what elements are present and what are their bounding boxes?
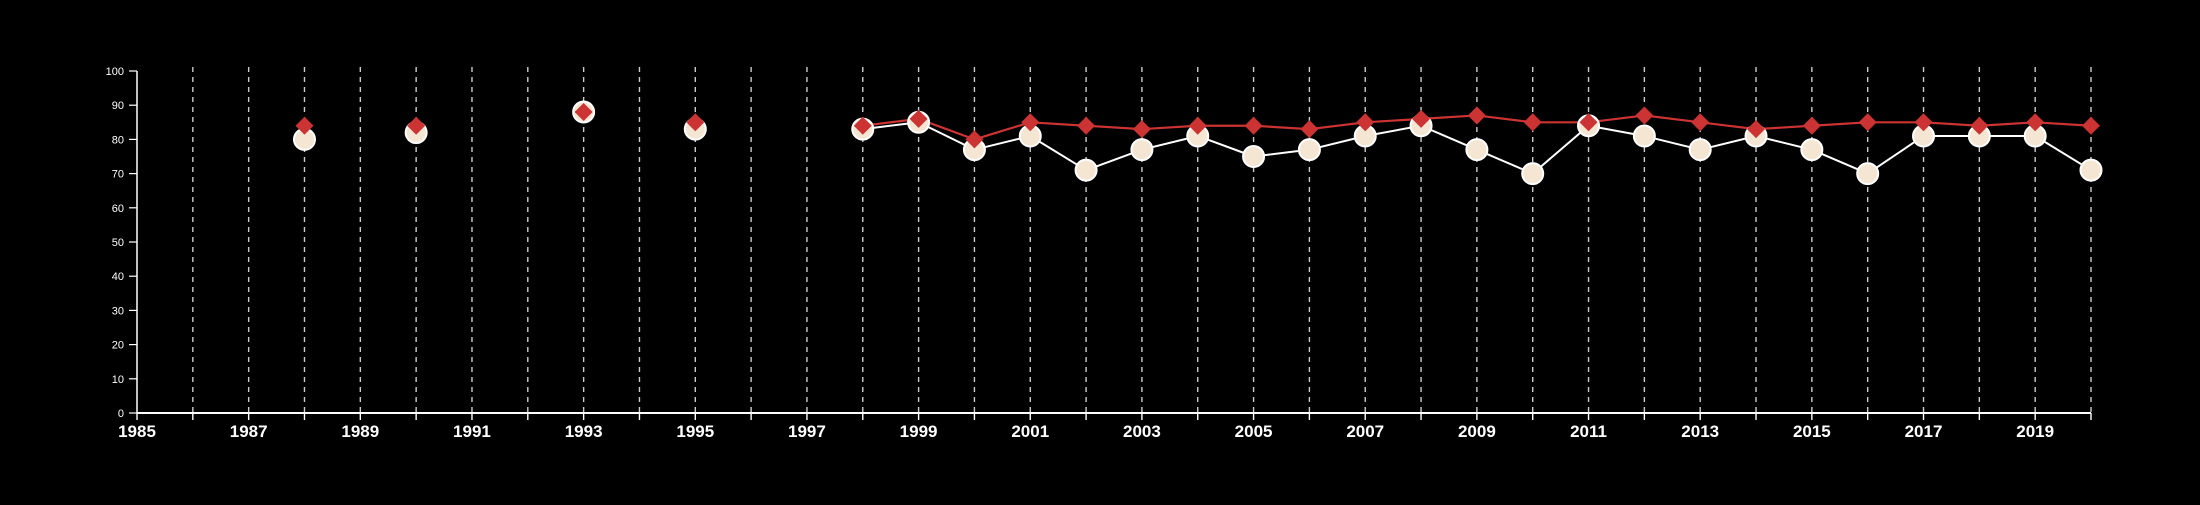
series-b-point [909,109,928,128]
series-b-point [1914,113,1933,132]
series-a-point [1521,162,1545,186]
x-tick-label: 2015 [1793,422,1831,441]
x-tick-label: 2009 [1458,422,1496,441]
series-b-segment [1476,114,1533,124]
x-tick-label: 1993 [565,422,603,441]
series-b-segment [1420,114,1477,120]
series-b-segment [1811,121,1868,127]
y-tick-label: 0 [118,408,124,420]
x-tick-label: 2001 [1011,422,1049,441]
series-b-segment [1141,124,1198,131]
x-tick-label: 1989 [341,422,379,441]
y-tick-label: 50 [112,237,124,249]
gridlines [192,67,2092,413]
series-a-point [1856,162,1880,186]
series-b-point [1747,120,1766,139]
series-b-point [1467,106,1486,125]
x-tick-label: 2017 [1905,422,1943,441]
x-tick-label: 2003 [1123,422,1161,441]
series-a-point [1074,158,1098,182]
x-tick-label: 1997 [788,422,826,441]
series-b-segment [2035,121,2092,127]
series-b-point [1858,113,1877,132]
series-a-point [1688,138,1712,162]
series-a-point [1465,138,1489,162]
series-a-point [2079,158,2103,182]
series-b-segment [1979,121,2036,127]
series-b-point [1300,120,1319,139]
x-tick-label: 1999 [900,422,938,441]
series-b-point [686,113,705,132]
series-b-point [1244,116,1263,135]
y-tick-label: 10 [112,374,124,386]
x-tick-label: 1991 [453,422,491,441]
axes: 0 10 20 30 40 50 60 70 80 90 100 1985 1987 1989 1991 19… [106,66,2092,441]
series-a-point [1800,138,1824,162]
series-b-point [1021,113,1040,132]
y-tick-label: 100 [106,66,124,78]
series-b-point [1132,120,1151,139]
series-b-segment [1253,124,1310,131]
y-tick-label: 90 [112,100,124,112]
series-b-point [1970,116,1989,135]
x-tick-label: 2007 [1346,422,1384,441]
x-tick-label: 2005 [1235,422,1273,441]
series-b-segment [1755,124,1812,131]
x-tick-label: 2013 [1681,422,1719,441]
series-b-point [1579,113,1598,132]
series-b-point [1412,109,1431,128]
series-b-point [1188,116,1207,135]
y-tick-label: 60 [112,203,124,215]
series-b-point [2026,113,2045,132]
x-tick-label: 1987 [230,422,268,441]
series-b-point [295,116,314,135]
y-tick-label: 40 [112,271,124,283]
y-tick-label: 30 [112,305,124,317]
series-a-point [1297,138,1321,162]
x-tick-label: 2011 [1570,422,1607,441]
series-b-point [1802,116,1821,135]
series-b-point [574,103,593,122]
series-a-point [1632,124,1656,148]
x-tick-label: 1995 [676,422,714,441]
series-b-point [407,116,426,135]
series-b-segment [1086,124,1142,131]
series-b-point [965,130,984,149]
series-b-segment [1030,121,1087,127]
series-b-point [853,116,872,135]
series-b-point [2082,116,2100,135]
y-tick-label: 20 [112,340,124,352]
x-tick-label: 1985 [118,422,156,441]
series-a-point [1242,145,1266,168]
series-b-segment [1700,121,1757,131]
series-b-point [1356,113,1375,132]
series-b-point [1523,113,1542,132]
series-b-point [1077,116,1096,135]
y-tick-label: 70 [112,169,124,181]
series-b-point [1691,113,1710,132]
series-a-segment [1532,124,1590,175]
series-b-segment [1644,114,1701,124]
series-b-point [1635,106,1654,125]
x-tick-label: 2019 [2016,422,2054,441]
y-tick-label: 80 [112,134,124,146]
series-b-segment [1309,121,1366,131]
series-a-point [1130,138,1154,162]
series-b-segment [974,121,1031,141]
series-b-segment [1923,121,1980,127]
series [292,100,2103,186]
